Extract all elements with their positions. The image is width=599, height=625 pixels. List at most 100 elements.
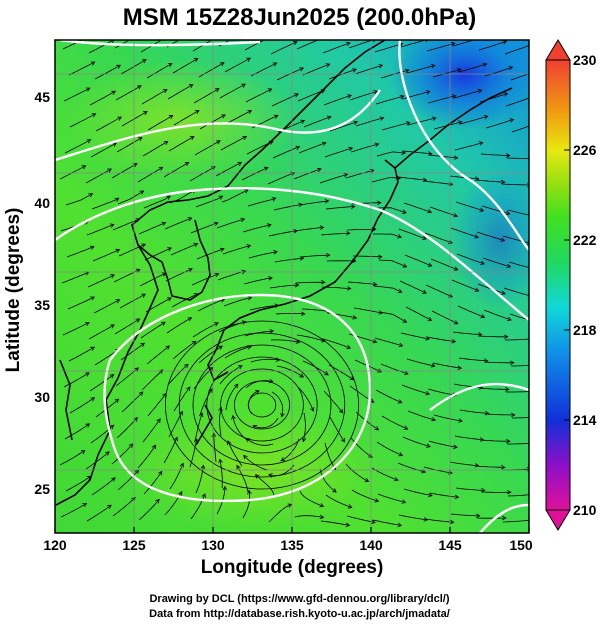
streamline-arrow [535,122,539,126]
streamline-arrow [198,412,204,418]
streamline [485,413,515,416]
streamline [426,336,456,342]
streamline-arrow [165,345,171,350]
y-axis-label: Latitude (degrees) [3,207,24,373]
streamline-arrow [188,83,194,89]
streamline-arrow [373,90,379,95]
streamline [224,57,251,73]
streamline-arrow [484,410,490,416]
streamline [377,493,406,503]
streamline [351,489,379,502]
streamline [329,121,358,132]
streamline [374,337,403,347]
streamline-arrow [240,32,244,35]
streamline [189,166,216,182]
streamline [476,231,505,241]
streamline-arrow [503,92,509,97]
streamline-arrow [141,293,147,298]
streamline [373,285,402,293]
streamline-arrow [533,493,537,497]
streamline [117,190,144,205]
streamline [355,117,384,127]
streamline-arrow [397,288,403,293]
streamline [91,477,116,496]
streamline-arrow [530,337,534,341]
streamline-arrow [397,522,403,528]
streamline-arrow [280,457,286,462]
streamline [511,125,529,133]
streamline [303,116,332,128]
streamline [399,280,427,294]
streamline [143,195,171,209]
streamline [406,358,435,367]
streamline-arrow [91,113,97,118]
x-tick-label: 135 [280,537,304,553]
streamline-arrow [273,114,279,119]
streamline [90,142,117,158]
streamline-arrow [241,83,247,88]
streamline-arrow [299,373,304,378]
streamline [192,322,219,338]
streamline-arrow [401,499,407,504]
streamline-arrow [454,494,460,500]
streamline-arrow [167,247,172,252]
streamline [93,299,120,314]
streamline [146,345,170,365]
streamline [484,361,514,364]
streamline [137,444,156,469]
streamline-arrow [246,57,252,62]
streamline-arrow [166,195,171,200]
y-tick-labels: 25 30 35 40 45 [34,89,50,497]
streamline-arrow [84,322,90,327]
streamline [268,504,292,523]
streamline-arrow [508,66,514,71]
streamline-arrow [404,68,410,74]
vortex-ring [247,392,277,418]
streamline-arrow [532,441,536,445]
streamline-arrow [191,340,197,346]
streamline-arrow [426,443,431,448]
streamline [255,474,275,497]
streamline-arrow [534,320,538,324]
streamline-arrow [161,221,167,227]
streamline [323,94,352,106]
streamline-arrow [346,286,352,291]
streamline-arrow [168,114,174,120]
x-axis-label: Longitude (degrees) [200,557,384,578]
streamline [87,274,115,288]
streamline-arrow [324,199,330,204]
streamline [253,417,279,429]
streamline-arrow [500,179,506,185]
streamline [451,279,479,292]
streamline [165,268,193,282]
streamline-arrow [85,372,90,377]
streamline [301,308,331,312]
streamline [478,40,507,51]
streamline-arrow [237,162,243,167]
streamline-arrow [88,193,94,198]
streamline-arrow [161,321,166,326]
streamline [65,475,91,492]
streamline-arrow [213,221,219,227]
streamline-arrow [364,477,370,482]
streamline [453,383,483,389]
streamline [350,143,379,153]
streamline [194,412,203,442]
streamline-arrow [529,96,533,100]
streamline-arrow [402,318,408,323]
streamline-arrow [453,155,459,160]
streamline-arrow [163,140,169,146]
streamline [397,176,427,181]
streamline-arrow [255,390,260,395]
streamline-arrow [141,243,147,248]
streamline [219,459,223,489]
streamline [402,436,431,447]
streamline [250,358,280,363]
colorbar-scale [545,59,571,511]
streamline-arrow [89,245,95,250]
streamline-arrow [510,360,515,366]
streamline [428,440,458,448]
streamline [61,271,89,284]
streamline [425,284,453,298]
streamline-arrow [474,234,479,239]
